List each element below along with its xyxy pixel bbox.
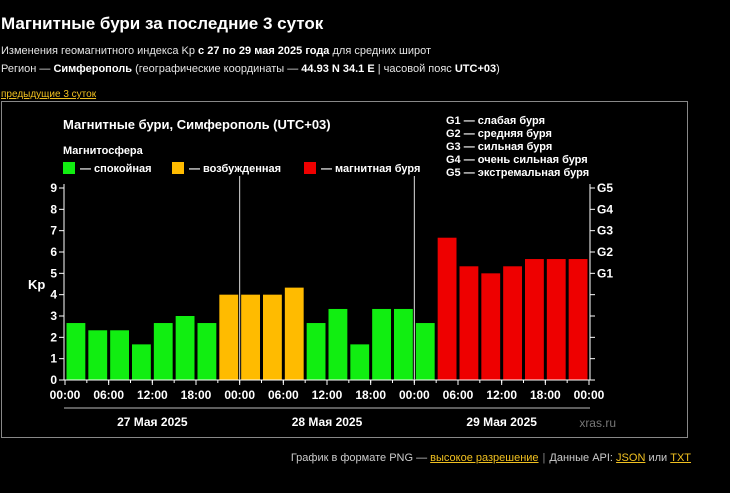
legend-label: — магнитная буря (321, 163, 420, 175)
y-tick-label: 5 (50, 266, 57, 280)
kp-bar (66, 323, 86, 380)
kp-bar (306, 323, 326, 380)
region-coords-prefix: (географические координаты — (132, 63, 302, 75)
kp-bar (481, 273, 501, 380)
kp-bar (263, 294, 282, 380)
kp-bar (197, 323, 217, 380)
x-tick-label: 12:00 (137, 388, 168, 402)
kp-chart: Магнитные бури, Симферополь (UTC+03) Магн… (28, 115, 616, 430)
y-tick-label: 6 (50, 245, 57, 259)
chart-title: Магнитные бури, Симферополь (UTC+03) (63, 117, 331, 132)
txt-link[interactable]: TXT (670, 452, 691, 464)
day-label: 28 Мая 2025 (292, 415, 363, 429)
date-range-suffix: для средних широт (329, 45, 432, 57)
kp-bar (153, 323, 173, 380)
x-tick-label: 06:00 (443, 388, 474, 402)
legend-title: Магнитосфера (63, 145, 144, 157)
y-tick-label: 0 (50, 373, 57, 387)
kp-bar (350, 344, 370, 380)
legend-label: — возбужденная (189, 163, 281, 175)
kp-bar (372, 308, 391, 380)
region-suffix: ) (496, 63, 500, 75)
storm-level-label: G4 (597, 202, 613, 216)
region-city: Симферополь (53, 63, 133, 75)
kp-bar (175, 316, 195, 380)
region-coords: 44.93 N 34.1 E (301, 63, 375, 75)
storm-legend-item: G1 — слабая буря (446, 115, 545, 127)
kp-bar (415, 323, 435, 380)
x-tick-label: 06:00 (93, 388, 124, 402)
previous-3-days-link[interactable]: предыдущие 3 суток (1, 89, 97, 100)
kp-bar (503, 266, 522, 380)
footer-api-text: Данные API: (549, 452, 617, 464)
y-tick-label: 1 (50, 352, 57, 366)
x-tick-label: 18:00 (530, 388, 561, 402)
region-timezone: UTC+03 (454, 63, 497, 75)
y-tick-label: 7 (50, 224, 57, 238)
storm-level-label: G2 (597, 245, 613, 259)
y-tick-label: 2 (50, 330, 57, 344)
y-tick-label: 9 (50, 181, 57, 195)
date-range-prefix: Изменения геомагнитного индекса Kp (1, 45, 199, 57)
json-link[interactable]: JSON (616, 452, 646, 464)
day-label: 29 Мая 2025 (466, 415, 537, 429)
footer-or-text: или (645, 452, 671, 464)
storm-legend-item: G3 — сильная буря (446, 141, 552, 153)
footer: График в формате PNG — высокое разрешени… (291, 452, 691, 464)
x-tick-label: 00:00 (50, 388, 81, 402)
kp-bar (459, 266, 479, 380)
y-tick-label: 4 (50, 288, 57, 302)
kp-bar (219, 294, 239, 380)
y-tick-label: 8 (50, 202, 57, 216)
date-range-value: с 27 по 29 мая 2025 года (198, 45, 330, 57)
day-label: 27 Мая 2025 (117, 415, 188, 429)
region-timezone-prefix: | часовой пояс (374, 63, 455, 75)
storm-legend-item: G2 — средняя буря (446, 128, 552, 140)
storm-legend-item: G4 — очень сильная буря (446, 154, 588, 166)
legend-swatch (304, 162, 316, 174)
storm-level-label: G3 (597, 224, 613, 238)
region-line: Регион — Симферополь (географические коо… (1, 63, 500, 75)
kp-bar (437, 237, 457, 380)
high-resolution-link[interactable]: высокое разрешение (430, 452, 539, 464)
storm-level-label: G5 (597, 181, 613, 195)
kp-bar (525, 259, 544, 380)
x-tick-label: 06:00 (268, 388, 299, 402)
kp-bar (132, 344, 151, 380)
x-tick-label: 12:00 (312, 388, 343, 402)
storm-level-label: G1 (597, 266, 613, 280)
x-tick-label: 12:00 (486, 388, 517, 402)
y-axis-label: Kp (28, 277, 45, 292)
x-tick-label: 18:00 (355, 388, 386, 402)
kp-bar (88, 330, 108, 380)
storm-legend-item: G5 — экстремальная буря (446, 167, 589, 179)
legend-label: — спокойная (80, 163, 152, 175)
kp-bar (328, 308, 348, 380)
region-prefix: Регион — (1, 63, 54, 75)
chart-frame: Магнитные бури, Симферополь (UTC+03) Магн… (1, 101, 688, 438)
y-tick-label: 3 (50, 309, 57, 323)
watermark: xras.ru (579, 416, 616, 430)
page-title: Магнитные бури за последние 3 суток (1, 14, 324, 33)
legend-swatch (172, 162, 184, 174)
kp-bar (110, 330, 129, 380)
kp-bar (394, 308, 413, 380)
kp-bar (241, 294, 260, 380)
kp-bar (568, 259, 588, 380)
x-tick-label: 00:00 (574, 388, 605, 402)
footer-separator: | (542, 452, 546, 464)
x-tick-label: 00:00 (399, 388, 430, 402)
date-range-line: Изменения геомагнитного индекса Kp с 27 … (1, 45, 431, 57)
x-tick-label: 18:00 (181, 388, 212, 402)
footer-png-text: График в формате PNG — (290, 452, 431, 464)
kp-bar (546, 259, 566, 380)
kp-bar (284, 287, 304, 380)
legend-swatch (63, 162, 75, 174)
x-tick-label: 00:00 (224, 388, 255, 402)
